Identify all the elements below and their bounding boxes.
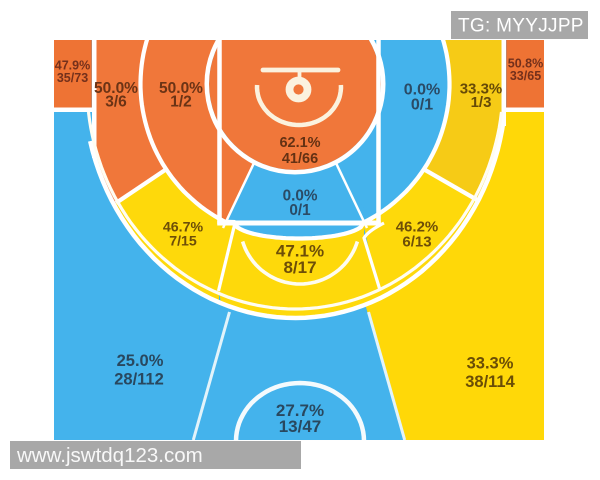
svg-text:41/66: 41/66 <box>282 151 318 167</box>
svg-text:0.0%: 0.0% <box>283 187 318 204</box>
svg-text:35/73: 35/73 <box>57 71 88 85</box>
svg-text:0/1: 0/1 <box>289 202 311 219</box>
svg-text:50.0%: 50.0% <box>94 80 138 97</box>
svg-text:www.jswtdq123.com: www.jswtdq123.com <box>16 444 203 467</box>
svg-text:13/47: 13/47 <box>279 417 322 436</box>
svg-text:0/1: 0/1 <box>411 96 433 113</box>
svg-text:28/112: 28/112 <box>114 370 164 388</box>
svg-text:50.0%: 50.0% <box>159 80 203 97</box>
svg-text:TG: MYYJJPP: TG: MYYJJPP <box>458 16 584 37</box>
svg-text:27.7%: 27.7% <box>276 401 324 420</box>
svg-text:38/114: 38/114 <box>465 373 515 391</box>
svg-text:6/13: 6/13 <box>402 234 431 251</box>
svg-text:46.7%: 46.7% <box>163 220 204 236</box>
svg-text:47.9%: 47.9% <box>55 59 90 73</box>
svg-text:62.1%: 62.1% <box>279 135 320 151</box>
svg-text:50.8%: 50.8% <box>508 57 543 71</box>
svg-text:3/6: 3/6 <box>105 94 127 111</box>
svg-text:47.1%: 47.1% <box>276 242 324 261</box>
svg-text:33/65: 33/65 <box>510 69 541 83</box>
svg-text:33.3%: 33.3% <box>460 80 503 97</box>
svg-text:8/17: 8/17 <box>283 258 316 277</box>
svg-text:46.2%: 46.2% <box>396 219 439 236</box>
svg-text:33.3%: 33.3% <box>467 354 514 372</box>
svg-text:7/15: 7/15 <box>169 234 197 250</box>
svg-text:25.0%: 25.0% <box>117 352 164 370</box>
svg-text:1/3: 1/3 <box>471 94 492 111</box>
svg-text:0.0%: 0.0% <box>404 82 440 99</box>
svg-text:1/2: 1/2 <box>170 94 192 111</box>
